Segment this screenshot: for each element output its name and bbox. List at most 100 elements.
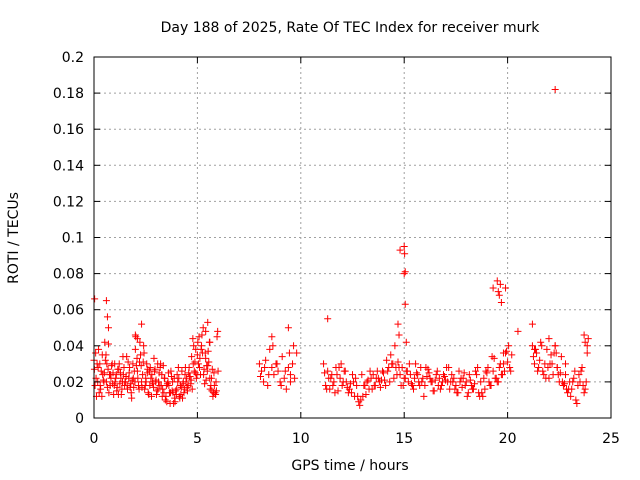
data-point — [195, 333, 203, 341]
data-point — [406, 371, 414, 379]
data-point — [456, 378, 464, 386]
data-point — [165, 382, 173, 390]
data-point — [451, 385, 459, 393]
data-point — [180, 389, 188, 397]
x-axis-label: GPS time / hours — [291, 458, 408, 474]
data-point — [189, 335, 197, 343]
data-point — [576, 378, 584, 386]
data-point — [139, 371, 147, 379]
data-point — [434, 382, 442, 390]
data-point — [583, 342, 591, 350]
data-point — [580, 331, 588, 339]
data-point — [139, 358, 147, 366]
data-point — [284, 324, 292, 332]
data-point — [151, 365, 159, 373]
data-point — [360, 382, 368, 390]
data-point — [459, 374, 467, 382]
axis-ticks: 0 5 10 15 20 25 0 0.02 0.04 0.06 0.08 0.1 0.12 0.14 0.… — [53, 50, 620, 447]
data-point — [485, 378, 493, 386]
data-point — [210, 369, 218, 377]
data-point — [153, 387, 161, 395]
data-point — [284, 363, 292, 371]
data-point — [203, 362, 211, 370]
data-point — [159, 385, 167, 393]
data-point — [400, 243, 408, 251]
data-point — [100, 369, 108, 377]
data-point — [343, 383, 351, 391]
data-point — [573, 400, 581, 408]
data-point — [422, 363, 430, 371]
data-point — [395, 363, 403, 371]
data-point — [380, 369, 388, 377]
data-point — [537, 338, 545, 346]
data-point — [391, 342, 399, 350]
data-point — [347, 389, 355, 397]
data-point — [130, 383, 138, 391]
data-point — [495, 363, 503, 371]
data-point — [154, 360, 162, 368]
data-point — [210, 382, 218, 390]
data-point — [323, 385, 331, 393]
data-point — [107, 374, 115, 382]
data-point — [362, 391, 370, 399]
data-point — [466, 376, 474, 384]
data-point — [143, 360, 151, 368]
data-point — [103, 313, 111, 321]
data-point — [111, 378, 119, 386]
data-point — [261, 363, 269, 371]
data-point — [366, 367, 374, 375]
y-tick-label: 0.2 — [62, 50, 84, 66]
data-point — [171, 398, 179, 406]
data-point — [156, 382, 164, 390]
y-tick-label: 0.06 — [53, 303, 84, 319]
data-point — [378, 367, 386, 375]
data-point — [335, 363, 343, 371]
data-point — [212, 378, 220, 386]
data-point — [387, 351, 395, 359]
data-point — [114, 365, 122, 373]
data-point — [327, 374, 335, 382]
data-point — [494, 288, 502, 296]
data-point — [109, 369, 117, 377]
data-point — [255, 360, 263, 368]
data-point — [486, 382, 494, 390]
data-point — [390, 374, 398, 382]
data-point — [477, 378, 485, 386]
y-tick-label: 0.1 — [62, 231, 84, 247]
data-point — [500, 367, 508, 375]
data-point — [320, 360, 328, 368]
data-point — [185, 369, 193, 377]
data-point — [433, 367, 441, 375]
data-point — [495, 291, 503, 299]
data-point — [499, 349, 507, 357]
data-point — [482, 367, 490, 375]
data-point — [368, 385, 376, 393]
data-point — [274, 367, 282, 375]
data-point — [293, 349, 301, 357]
data-point — [577, 367, 585, 375]
data-point — [94, 363, 102, 371]
data-point — [193, 371, 201, 379]
data-point — [389, 360, 397, 368]
data-point — [394, 358, 402, 366]
data-point — [571, 367, 579, 375]
x-tick-label: 10 — [292, 431, 310, 447]
data-point — [181, 371, 189, 379]
data-point — [504, 358, 512, 366]
data-point — [493, 277, 501, 285]
data-point — [148, 371, 156, 379]
x-tick-label: 0 — [90, 431, 99, 447]
data-point — [402, 338, 410, 346]
data-point — [370, 382, 378, 390]
data-point — [401, 300, 409, 308]
data-point — [488, 353, 496, 361]
data-point — [214, 327, 222, 335]
data-point — [551, 85, 559, 93]
y-axis-label: ROTI / TECUs — [6, 192, 22, 284]
data-point — [572, 396, 580, 404]
data-point — [432, 371, 440, 379]
data-point — [443, 363, 451, 371]
data-point — [349, 371, 356, 379]
data-point — [214, 367, 222, 375]
data-point — [101, 338, 109, 346]
